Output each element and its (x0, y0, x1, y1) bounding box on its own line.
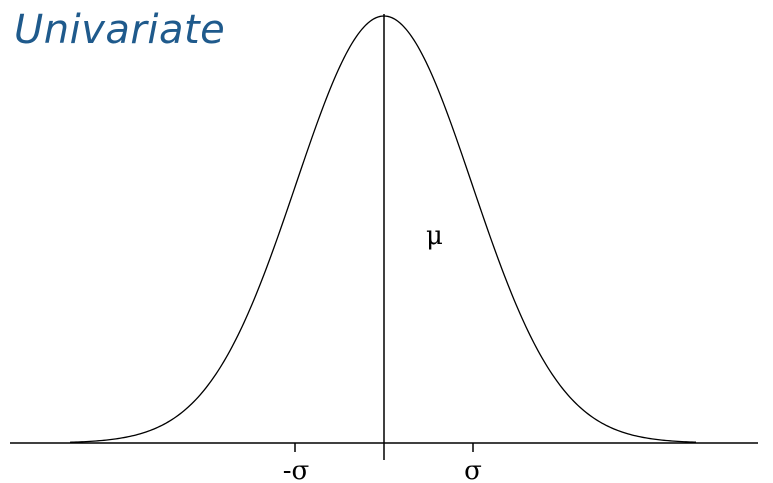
neg-sigma-label: -σ (283, 456, 310, 483)
bell-curve (69, 15, 697, 443)
diagram-title: Univariate (14, 7, 226, 53)
mean-label: μ (426, 221, 443, 251)
pos-sigma-label: σ (464, 456, 482, 483)
